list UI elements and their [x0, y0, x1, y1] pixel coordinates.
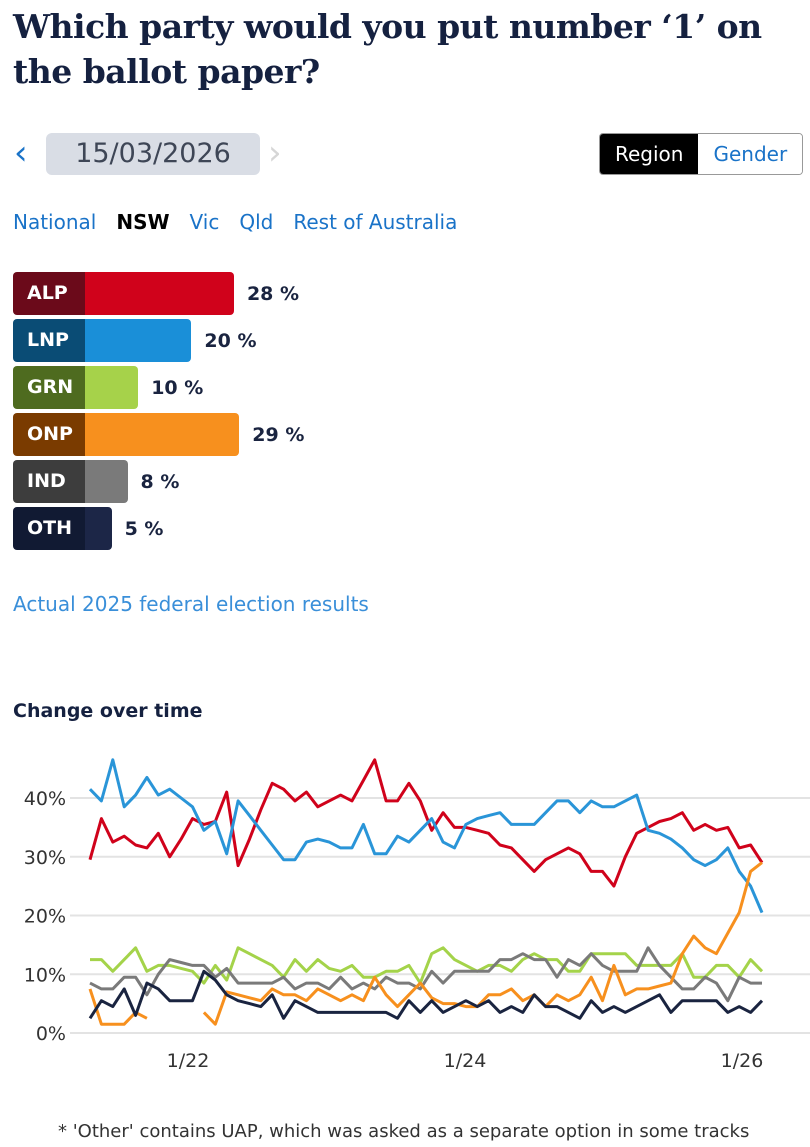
- y-tick-label: 0%: [36, 1023, 66, 1045]
- y-tick-label: 10%: [24, 964, 66, 986]
- bar-row-alp: ALP 28 %: [13, 272, 299, 315]
- party-label: ALP: [13, 272, 85, 315]
- bar: [85, 413, 240, 456]
- y-tick-label: 40%: [24, 788, 66, 810]
- bar-row-ind: IND 8 %: [13, 460, 179, 503]
- bar-value: 5 %: [124, 517, 164, 540]
- bar-value: 8 %: [140, 470, 180, 493]
- x-tick-label: 1/22: [167, 1050, 210, 1072]
- tab-qld[interactable]: Qld: [239, 210, 274, 234]
- line-chart: 0% 10% 20% 30% 40% 1/22 1/24 1/26: [24, 758, 810, 1072]
- chevron-left-icon[interactable]: ‹: [14, 133, 28, 173]
- view-toggle: Region Gender: [599, 133, 804, 175]
- toggle-gender[interactable]: Gender: [698, 134, 803, 174]
- bar-row-oth: OTH 5 %: [13, 507, 163, 550]
- y-tick-label: 20%: [24, 906, 66, 928]
- chevron-right-icon[interactable]: ›: [268, 133, 282, 173]
- series-line-ind: [89, 946, 762, 1003]
- series-line-lnp: [88, 758, 764, 914]
- y-tick-label: 30%: [24, 847, 66, 869]
- party-label: OTH: [13, 507, 85, 550]
- bar: [85, 460, 128, 503]
- bar-value: 28 %: [246, 282, 300, 305]
- bar-row-grn: GRN 10 %: [13, 366, 203, 409]
- bar: [85, 319, 192, 362]
- chart-title: Change over time: [13, 700, 203, 722]
- tab-vic[interactable]: Vic: [189, 210, 220, 234]
- tab-national[interactable]: National: [13, 210, 97, 234]
- series-line-oth: [88, 969, 764, 1020]
- bar-value: 29 %: [252, 423, 305, 446]
- bar: [85, 507, 112, 550]
- election-results-link[interactable]: Actual 2025 federal election results: [13, 592, 369, 616]
- region-tabs: National NSW Vic Qld Rest of Australia: [13, 210, 457, 234]
- bar: [85, 366, 139, 409]
- x-tick-label: 1/24: [444, 1050, 487, 1072]
- date-display: 15/03/2026: [46, 133, 260, 175]
- toggle-region[interactable]: Region: [600, 134, 699, 174]
- party-label: LNP: [13, 319, 85, 362]
- page-title: Which party would you put number ‘1’ on …: [13, 7, 762, 91]
- footnote: * 'Other' contains UAP, which was asked …: [58, 1121, 750, 1142]
- tab-rest-of-australia[interactable]: Rest of Australia: [293, 210, 458, 234]
- party-label: GRN: [13, 366, 85, 409]
- tab-nsw[interactable]: NSW: [116, 210, 170, 234]
- x-tick-label: 1/26: [721, 1050, 764, 1072]
- party-label: IND: [13, 460, 85, 503]
- bar: [85, 272, 234, 315]
- bar-row-onp: ONP 29 %: [13, 413, 304, 456]
- bar-row-lnp: LNP 20 %: [13, 319, 256, 362]
- party-label: ONP: [13, 413, 85, 456]
- series-line-grn: [90, 946, 764, 985]
- bar-value: 20 %: [204, 329, 257, 352]
- bar-value: 10 %: [151, 376, 204, 399]
